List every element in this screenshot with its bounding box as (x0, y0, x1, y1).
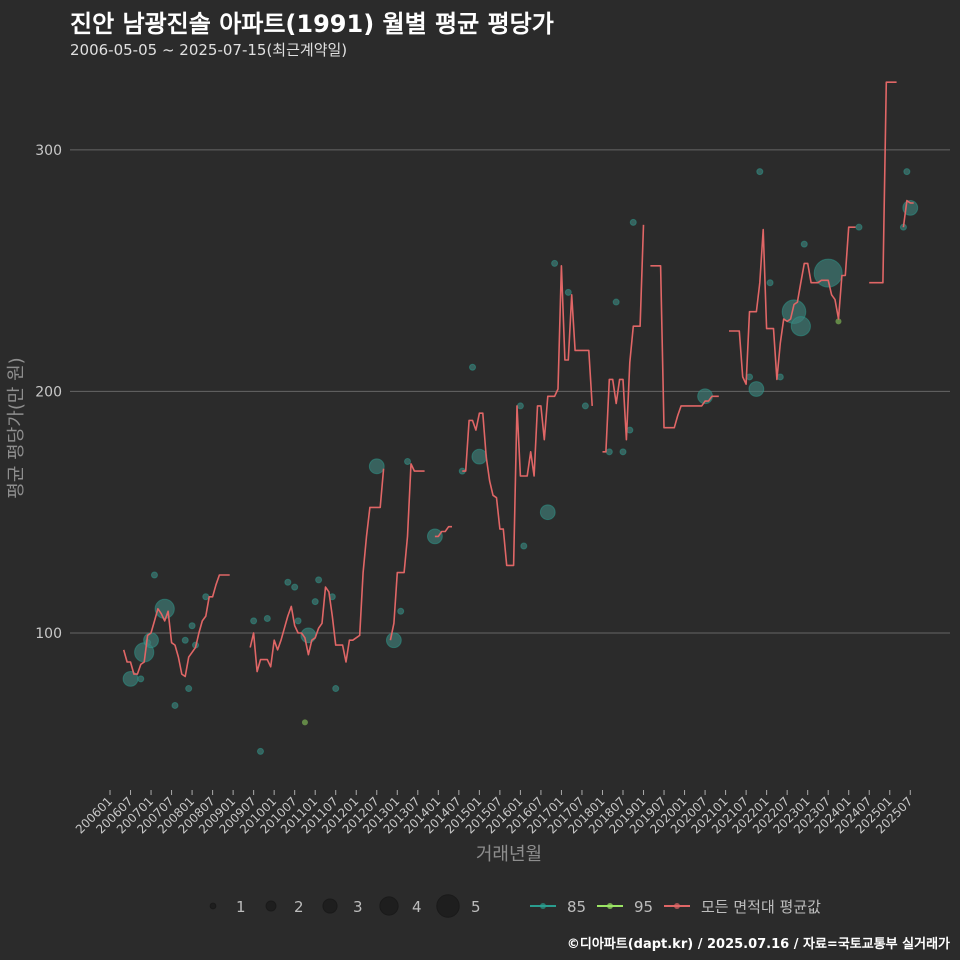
point-85 (291, 583, 299, 591)
point-85 (332, 685, 340, 693)
size-legend-circle (209, 902, 217, 910)
point-85 (263, 614, 271, 622)
point-85 (551, 259, 559, 267)
x-axis-title: 거래년월 (476, 844, 542, 865)
point-85 (311, 598, 319, 606)
size-legend-circle (379, 896, 399, 916)
point-85 (154, 598, 175, 619)
avg-line-segment (249, 468, 385, 673)
point-85 (368, 458, 385, 475)
avg-line-segment (650, 265, 719, 429)
point-85 (776, 373, 784, 381)
grid-lines (70, 149, 950, 634)
point-85 (137, 675, 145, 683)
point-85 (766, 279, 774, 287)
point-85 (202, 593, 210, 601)
line-layer (122, 81, 914, 678)
legend-marker (607, 903, 613, 909)
point-85 (855, 223, 863, 231)
avg-line-segment (902, 199, 914, 228)
avg-line-segment (869, 81, 897, 284)
avg-line-segment (434, 525, 452, 538)
point-85 (284, 578, 292, 586)
legend-marker (540, 903, 546, 909)
point-85 (250, 617, 258, 625)
point-85 (471, 448, 488, 465)
point-85 (315, 576, 323, 584)
point-85 (626, 426, 634, 434)
y-tick-label: 100 (35, 626, 62, 642)
point-85 (185, 685, 193, 693)
size-legend-label: 5 (471, 898, 481, 916)
point-85 (256, 747, 264, 755)
point-85 (404, 457, 412, 465)
size-legend-circle (265, 900, 277, 912)
point-85 (171, 701, 179, 709)
avg-line-segment (389, 463, 425, 641)
point-85 (790, 316, 811, 337)
point-85 (385, 632, 402, 649)
point-85 (469, 363, 477, 371)
legend-label: 모든 면적대 평균값 (701, 898, 821, 916)
legend-label: 85 (567, 898, 586, 916)
point-85 (619, 448, 627, 456)
point-85 (746, 373, 754, 381)
avg-line-segment (602, 224, 645, 453)
y-tick-label: 200 (35, 384, 62, 400)
point-85 (800, 240, 808, 248)
point-85 (181, 636, 189, 644)
point-85 (581, 402, 589, 410)
point-85 (294, 617, 302, 625)
point-85 (520, 542, 528, 550)
chart-subtitle: 2006-05-05 ~ 2025-07-15(최근계약일) (70, 41, 348, 59)
point-85 (397, 607, 405, 615)
legend: 1 2 3 4 5 85 95 모든 면적대 평균값 (209, 894, 821, 918)
footer-credit: ©디아파트(dapt.kr) / 2025.07.16 / 자료=국토교통부 실… (566, 937, 950, 952)
point-85 (564, 288, 572, 296)
point-95 (835, 318, 842, 325)
point-85 (748, 381, 765, 397)
avg-line-segment (122, 574, 230, 678)
x-axis: 2006012006072007012007072008012008072009… (73, 790, 915, 837)
point-85 (539, 504, 556, 521)
y-axis-title: 평균 평당가(만 원) (6, 357, 27, 498)
size-legend-circle (436, 894, 460, 918)
point-85 (188, 622, 196, 630)
size-legend-label: 4 (412, 898, 422, 916)
avg-line-segment (462, 265, 593, 567)
y-tick-label: 300 (35, 143, 62, 159)
size-legend-label: 2 (294, 898, 304, 916)
point-85 (605, 448, 613, 456)
point-85 (629, 218, 637, 226)
y-axis: 100 200 300 (35, 143, 62, 642)
legend-label: 95 (634, 898, 653, 916)
point-85 (516, 402, 524, 410)
point-85 (903, 168, 911, 176)
point-85 (150, 571, 158, 579)
chart-title: 진안 남광진솔 아파트(1991) 월별 평균 평당가 (70, 10, 554, 38)
point-95 (301, 719, 308, 726)
legend-marker (674, 903, 680, 909)
point-85 (612, 298, 620, 306)
point-85 (756, 168, 764, 176)
avg-line-segment (729, 226, 856, 385)
size-legend-label: 1 (236, 898, 246, 916)
size-legend-label: 3 (353, 898, 363, 916)
size-legend-circle (322, 898, 338, 914)
